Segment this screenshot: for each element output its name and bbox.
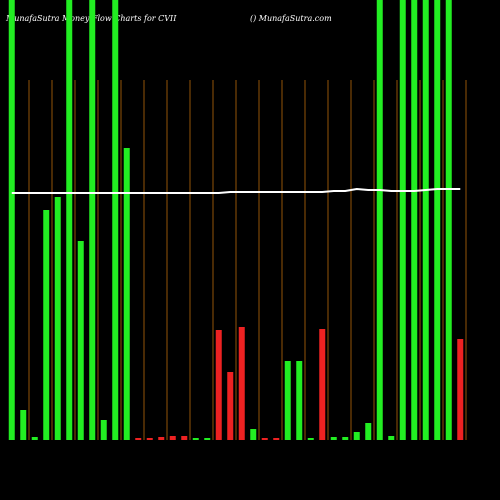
bar [89,0,96,440]
bar [273,438,280,440]
bar [204,438,211,440]
bar [411,0,418,440]
bar [215,330,222,440]
bar [54,197,61,440]
bar [365,423,372,440]
bar [250,429,257,440]
bar [43,210,50,440]
bar [169,436,176,440]
bar [123,148,130,440]
chart-subtitle: () MunafaSutra.com [250,14,332,23]
bar [77,241,84,440]
bar [342,437,349,440]
bar [330,437,337,440]
bar [135,438,142,440]
bar [158,437,165,440]
bar [192,438,199,440]
bar [181,436,188,440]
bar [434,0,441,440]
bar [296,361,303,440]
bar [284,361,291,440]
bar [8,0,15,440]
bar [376,0,383,440]
bar [457,339,464,440]
bar [31,437,38,440]
bar [307,438,314,440]
bar [445,0,452,440]
bar [399,0,406,440]
bar [146,438,153,440]
line [11,187,461,194]
bar [100,420,107,440]
bar [422,0,429,440]
bar [227,372,234,440]
bar [261,438,268,440]
bar [20,410,27,440]
bar [112,0,119,440]
bar [353,432,360,440]
bar [66,0,73,440]
bar [388,436,395,440]
bar [319,329,326,440]
bar [238,327,245,440]
